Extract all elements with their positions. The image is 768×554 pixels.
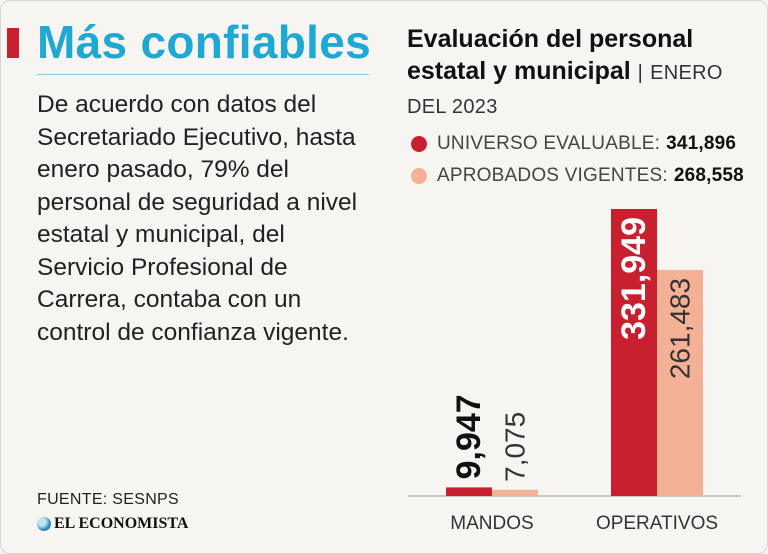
legend-value-universo: 341,896: [666, 133, 737, 154]
legend-label-aprobados: APROBADOS VIGENTES:: [437, 165, 668, 186]
title-divider: [37, 74, 369, 75]
legend-label-universo: UNIVERSO EVALUABLE:: [437, 133, 661, 154]
chart-legend: UNIVERSO EVALUABLE: 341,896 APROBADOS VI…: [411, 128, 744, 192]
title-accent-bar: [7, 28, 19, 58]
chart-separator: |: [637, 62, 644, 84]
bar-operativos-universo: [611, 209, 657, 496]
bar-mandos-aprobados: [492, 489, 538, 496]
main-title: Más confiables: [37, 16, 371, 68]
category-label-operativos: OPERATIVOS: [596, 513, 718, 534]
category-label-mandos: MANDOS: [450, 513, 533, 534]
bar-mandos-universo: [446, 487, 492, 496]
globe-icon: [37, 517, 51, 531]
chart-subtitle: ENERO DEL 2023: [407, 62, 723, 118]
data-label-operativos-universo: 331,949: [615, 217, 653, 340]
source-label: FUENTE: SESNPS: [37, 491, 180, 508]
legend-value-aprobados: 268,558: [673, 165, 744, 186]
chart-title-text: Evaluación del personal estatal y munici…: [407, 25, 694, 85]
brand-logo: EL ECONOMISTA: [37, 515, 188, 533]
data-label-mandos-universo: 9,947: [450, 394, 488, 479]
data-label-mandos-aprobados: 7,075: [500, 412, 531, 482]
legend-item-universo: UNIVERSO EVALUABLE: 341,896: [411, 128, 744, 160]
legend-item-aprobados: APROBADOS VIGENTES: 268,558: [411, 160, 744, 192]
chart-title: Evaluación del personal estatal y munici…: [407, 23, 757, 123]
legend-swatch-universo: [411, 136, 427, 152]
brand-name: EL ECONOMISTA: [54, 515, 189, 532]
data-label-operativos-aprobados: 261,483: [665, 278, 696, 379]
body-paragraph: De acuerdo con datos del Secretariado Ej…: [37, 91, 358, 346]
legend-swatch-aprobados: [411, 168, 427, 184]
bar-operativos-aprobados: [657, 269, 703, 496]
